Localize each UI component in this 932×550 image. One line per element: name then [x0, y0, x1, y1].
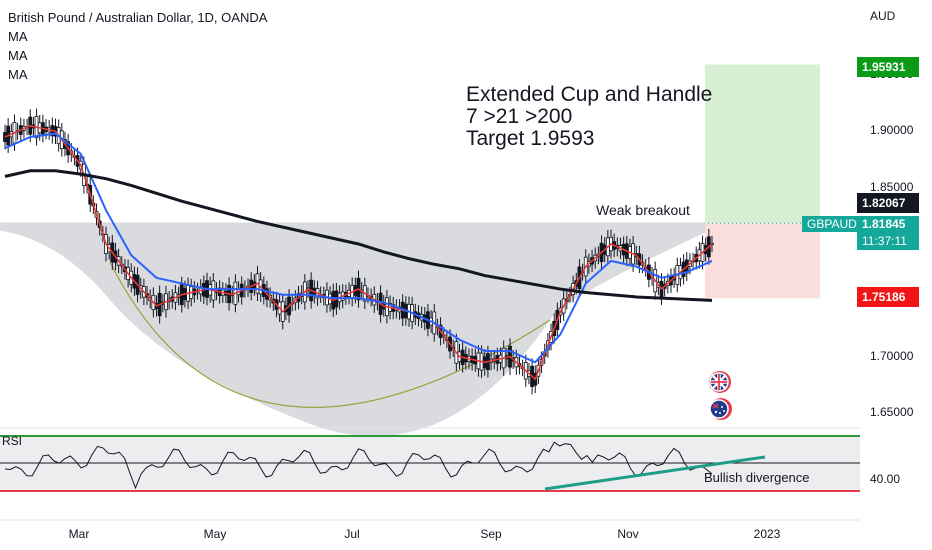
ma-200-line [4, 169, 713, 302]
price-tick: 1.90000 [870, 123, 914, 138]
target-zone [705, 64, 820, 224]
time-tick: Mar [68, 527, 90, 541]
symbol-badge: GBPAUD [802, 216, 862, 232]
au-flag-icon [709, 398, 732, 420]
indicator-ma-21[interactable]: MA [8, 48, 28, 63]
gb-flag-icon [709, 371, 731, 393]
time-tick: Sep [480, 527, 502, 541]
price-tick: 1.65000 [870, 405, 914, 419]
ma-7-line [4, 124, 713, 381]
time-tick: Nov [617, 527, 639, 541]
chart-title: British Pound / Australian Dollar, 1D, O… [8, 10, 268, 25]
current-price: 1.81845 [862, 217, 906, 231]
indicator-ma-200[interactable]: MA [8, 67, 28, 82]
current-price-badge: 1.81845 11:37:11 [857, 216, 919, 250]
target-price-badge: 1.95931 [857, 57, 919, 77]
rsi-label[interactable]: RSI [2, 434, 23, 448]
price-tick: 1.85000 [870, 179, 914, 194]
divergence-label: Bullish divergence [704, 470, 810, 485]
bar-countdown: 11:37:11 [862, 234, 907, 248]
stop-zone [705, 223, 820, 299]
stop-price-badge: 1.75186 [857, 287, 919, 307]
annotation-line-2: 7 >21 >200 [466, 105, 573, 128]
price-tick: 1.70000 [870, 348, 914, 363]
annotation-line-3: Target 1.9593 [466, 127, 595, 150]
time-tick: 2023 [753, 527, 781, 541]
rsi-tick: 40.00 [870, 472, 901, 486]
last-high-badge: 1.82067 [857, 193, 919, 213]
price-axis-currency: AUD [870, 9, 896, 23]
cup-arc [109, 261, 551, 408]
breakout-label: Weak breakout [596, 202, 690, 218]
annotation-line-1: Extended Cup and Handle [466, 83, 713, 106]
rsi-line [4, 441, 713, 490]
time-tick: May [203, 527, 227, 541]
divergence-trendline [544, 455, 766, 491]
time-tick: Jul [344, 527, 360, 541]
indicator-ma-7[interactable]: MA [8, 29, 28, 44]
ma-21-line [4, 132, 713, 364]
pattern-annotation: Extended Cup and Handle 7 >21 >200 Targe… [466, 84, 712, 150]
cup-shape [0, 222, 705, 437]
